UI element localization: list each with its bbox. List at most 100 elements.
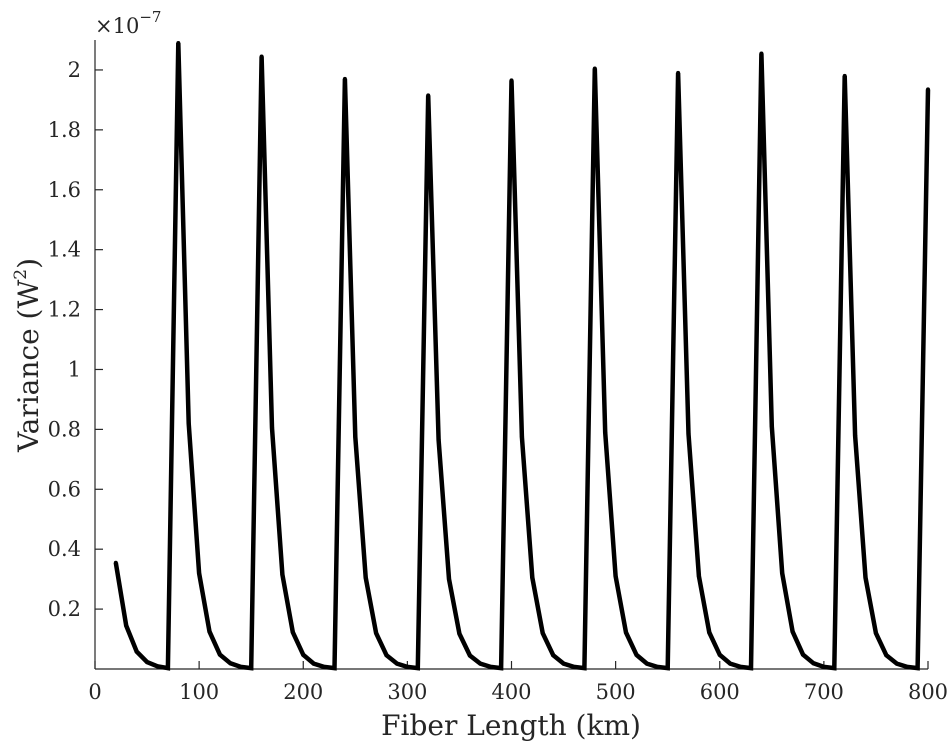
data-point: [197, 571, 202, 576]
data-point: [853, 433, 858, 438]
data-point: [790, 629, 795, 634]
data-point: [769, 424, 774, 429]
data-point: [332, 666, 337, 671]
data-point: [499, 666, 504, 671]
data-point: [467, 653, 472, 658]
data-point: [457, 631, 462, 636]
data-point: [280, 572, 285, 577]
y-axis-title: Variance (W2): [11, 258, 45, 453]
y-tick-label: 0.4: [48, 537, 81, 561]
data-point: [238, 664, 243, 669]
data-point: [530, 575, 535, 580]
data-point: [561, 661, 566, 666]
data-point: [613, 574, 618, 579]
y-tick-label: 1.8: [48, 118, 81, 142]
data-point: [311, 661, 316, 666]
data-point: [696, 574, 701, 579]
y-tick-label: 0.8: [48, 417, 81, 441]
data-point: [342, 76, 347, 81]
data-point: [634, 652, 639, 657]
data-point: [405, 664, 410, 669]
data-point: [665, 666, 670, 671]
data-point: [384, 653, 389, 658]
y-tick-label: 1.6: [48, 178, 81, 202]
x-axis-title: Fiber Length (km): [381, 709, 641, 742]
x-tick-label: 600: [700, 680, 740, 704]
x-tick-label: 200: [283, 680, 323, 704]
data-point: [353, 434, 358, 439]
data-point: [676, 70, 681, 75]
data-point: [644, 661, 649, 666]
x-tick-label: 300: [387, 680, 427, 704]
y-tick-label: 1.4: [48, 238, 81, 262]
data-point: [811, 661, 816, 666]
data-point: [124, 623, 129, 628]
data-point: [301, 652, 306, 657]
data-point: [415, 666, 420, 671]
data-point: [270, 425, 274, 430]
y-tick-label: 0.2: [48, 597, 81, 621]
data-point: [821, 664, 826, 669]
data-point: [780, 571, 785, 576]
data-point: [436, 437, 441, 442]
data-point: [509, 78, 514, 83]
data-point: [165, 666, 170, 671]
data-point: [176, 41, 181, 45]
data-point: [759, 51, 764, 56]
data-point: [207, 629, 212, 634]
data-point: [447, 577, 451, 582]
data-point: [572, 664, 576, 669]
data-point: [259, 54, 264, 59]
data-point: [395, 661, 399, 666]
y-ticks: 0.2 0.4 0.6 0.8 1 1.2 1.4 1.6 1.8 2: [48, 58, 103, 621]
data-point: [738, 664, 743, 669]
data-point: [686, 431, 691, 436]
data-point: [905, 664, 910, 669]
data-point: [134, 649, 139, 654]
x-tick-label: 400: [491, 680, 531, 704]
data-point: [488, 664, 493, 669]
data-point: [290, 630, 295, 635]
y-exponent-label: ×10−7: [95, 8, 161, 38]
data-point: [113, 560, 118, 565]
data-point: [863, 575, 868, 580]
data-point: [801, 652, 805, 657]
data-point: [749, 666, 753, 671]
data-point: [582, 666, 587, 671]
data-point: [186, 421, 191, 426]
data-point: [915, 666, 920, 671]
series-points: [113, 41, 930, 671]
data-point: [249, 666, 254, 671]
y-tick-label: 2: [68, 58, 81, 82]
x-tick-label: 0: [88, 680, 101, 704]
data-point: [217, 652, 222, 657]
data-point: [519, 434, 524, 439]
y-tick-label: 1: [68, 357, 81, 381]
data-point: [551, 653, 556, 658]
data-point: [717, 652, 722, 657]
data-point: [624, 630, 628, 635]
data-point: [478, 661, 483, 666]
data-point: [832, 666, 837, 671]
data-point: [145, 660, 150, 665]
x-tick-label: 500: [596, 680, 636, 704]
x-ticks: 0 100 200 300 400 500 600 700 800: [88, 661, 948, 704]
data-point: [707, 630, 712, 635]
data-point: [728, 661, 733, 666]
data-point: [884, 653, 889, 658]
data-point: [155, 664, 160, 669]
data-point: [363, 575, 368, 580]
data-point: [603, 430, 608, 435]
data-point: [540, 631, 545, 636]
data-point: [322, 664, 327, 669]
data-point: [842, 73, 847, 78]
x-tick-label: 100: [179, 680, 219, 704]
y-tick-label: 1.2: [48, 298, 81, 322]
x-tick-label: 800: [908, 680, 948, 704]
x-tick-label: 700: [804, 680, 844, 704]
data-point: [374, 631, 379, 636]
variance-series-line: [113, 42, 931, 671]
y-tick-label: 0.6: [48, 477, 81, 501]
data-point: [228, 661, 233, 666]
